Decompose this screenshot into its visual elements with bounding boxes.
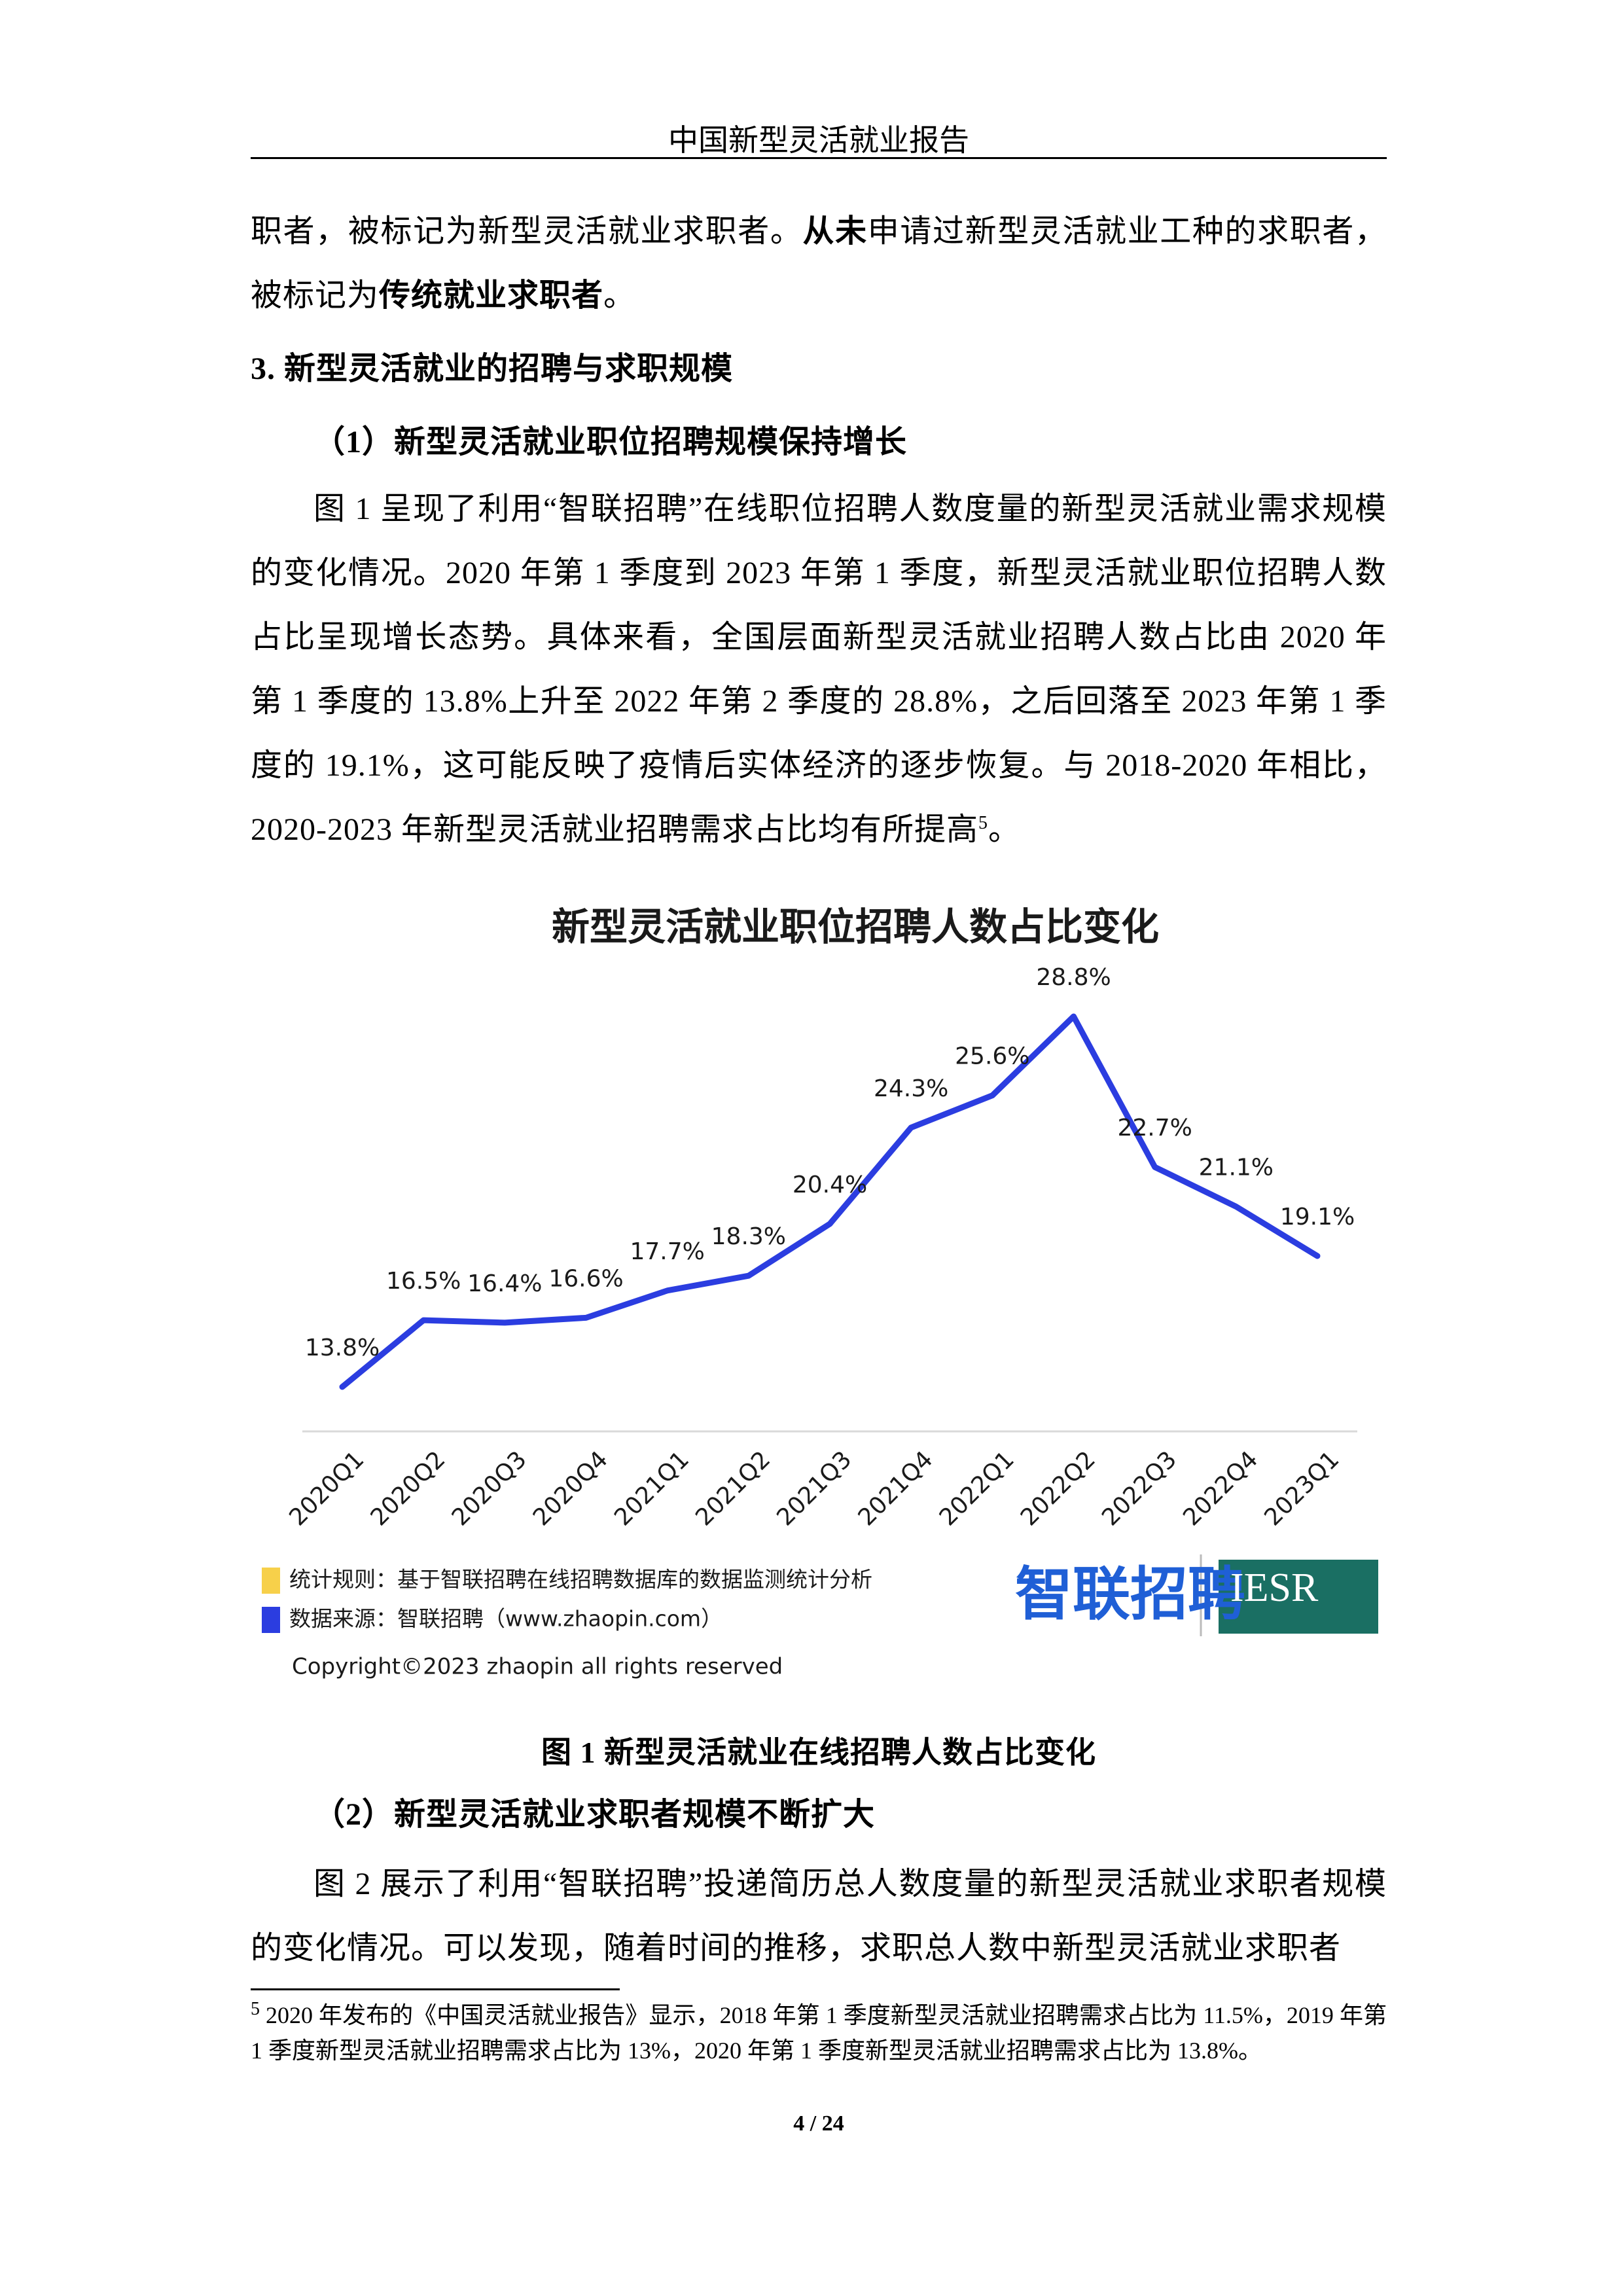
- text: 图 1 呈现了利用“智联招聘”在线职位招聘人数度量的新型灵活就业需求规模的变化情…: [251, 492, 1387, 847]
- footnote: 5 2020 年发布的《中国灵活就业报告》显示，2018 年第 1 季度新型灵活…: [251, 1998, 1387, 2068]
- bold-text: 从未: [802, 214, 868, 249]
- line: [339, 1013, 1321, 1390]
- subheading: （2）新型灵活就业求职者规模不断扩大: [313, 1797, 876, 1832]
- x-tick-label: 2022Q3: [1097, 1446, 1182, 1531]
- page-header: 中国新型灵活就业报告: [668, 122, 969, 158]
- footnote-ref: 5: [978, 813, 988, 833]
- logo-box: [1219, 1560, 1378, 1634]
- data-label: 21.1%: [1199, 1155, 1274, 1181]
- data-label: 16.5%: [386, 1268, 461, 1295]
- x-tick-label: 2022Q2: [1016, 1446, 1101, 1531]
- data-label: 13.8%: [305, 1335, 380, 1361]
- x-tick-label: 2021Q3: [772, 1446, 857, 1531]
- x-tick-label: 2023Q1: [1259, 1446, 1344, 1531]
- legend-swatch: [262, 1607, 280, 1633]
- data-label: 17.7%: [630, 1238, 704, 1265]
- page-number: 4 / 24: [793, 2111, 844, 2136]
- x-tick-label: 2022Q4: [1178, 1446, 1263, 1531]
- section-heading: 3. 新型灵活就业的招聘与求职规模: [251, 351, 734, 386]
- copyright: Copyright©2023 zhaopin all rights reserv…: [292, 1654, 783, 1680]
- x-tick-label: 2021Q1: [609, 1446, 694, 1531]
- text: 。: [603, 278, 636, 313]
- header-rule: [251, 157, 1387, 159]
- text: 申请过新型灵活就业工种的求职者，被标记为: [251, 214, 1387, 313]
- footnote-marker: 5: [251, 1999, 260, 2019]
- x-tick-label: 2021Q4: [853, 1446, 938, 1531]
- paragraph: 图 1 呈现了利用“智联招聘”在线职位招聘人数度量的新型灵活就业需求规模的变化情…: [251, 477, 1387, 862]
- footnote-text: 2020 年发布的《中国灵活就业报告》显示，2018 年第 1 季度新型灵活就业…: [251, 2002, 1387, 2064]
- x-tick-label: 2020Q1: [284, 1446, 369, 1531]
- x-tick-label: 2020Q2: [366, 1446, 451, 1531]
- subheading: （1）新型灵活就业职位招聘规模保持增长: [313, 425, 908, 459]
- logo-iesr: IESR: [1230, 1566, 1319, 1610]
- chart-note: 统计规则：基于智联招聘在线招聘数据库的数据监测统计分析: [289, 1567, 872, 1592]
- data-label: 18.3%: [711, 1223, 786, 1250]
- data-label: 16.4%: [467, 1270, 542, 1297]
- data-label: 28.8%: [1036, 964, 1111, 991]
- legend-swatch: [262, 1568, 280, 1594]
- paragraph: 图 2 展示了利用“智联招聘”投递简历总人数度量的新型灵活就业求职者规模的变化情…: [251, 1852, 1387, 1981]
- data-label: 25.6%: [955, 1043, 1029, 1070]
- data-label: 16.6%: [548, 1265, 623, 1292]
- x-tick-label: 2020Q3: [447, 1446, 532, 1531]
- data-label: 20.4%: [793, 1172, 867, 1198]
- footnote-rule: [251, 1988, 620, 1990]
- text: 。: [988, 812, 1021, 847]
- chart-note: 数据来源：智联招聘（www.zhaopin.com）: [289, 1606, 722, 1632]
- x-tick-label: 2021Q2: [690, 1446, 776, 1531]
- bold-text: 传统就业求职者: [379, 278, 604, 313]
- figure-caption: 图 1 新型灵活就业在线招聘人数占比变化: [541, 1736, 1096, 1769]
- data-label: 19.1%: [1280, 1204, 1355, 1230]
- x-tick-label: 2022Q1: [935, 1446, 1020, 1531]
- text: 职者，被标记为新型灵活就业求职者。: [251, 214, 803, 249]
- data-label: 22.7%: [1117, 1115, 1192, 1141]
- x-tick-label: 2020Q4: [528, 1446, 613, 1531]
- logo-zhaopin: 智联招聘: [1015, 1560, 1245, 1628]
- paragraph: 职者，被标记为新型灵活就业求职者。从未申请过新型灵活就业工种的求职者，被标记为传…: [251, 200, 1387, 328]
- text: 图 2 展示了利用“智联招聘”投递简历总人数度量的新型灵活就业求职者规模的变化情…: [251, 1867, 1387, 1965]
- data-label: 24.3%: [874, 1075, 948, 1102]
- chart-title: 新型灵活就业职位招聘人数占比变化: [552, 905, 1159, 949]
